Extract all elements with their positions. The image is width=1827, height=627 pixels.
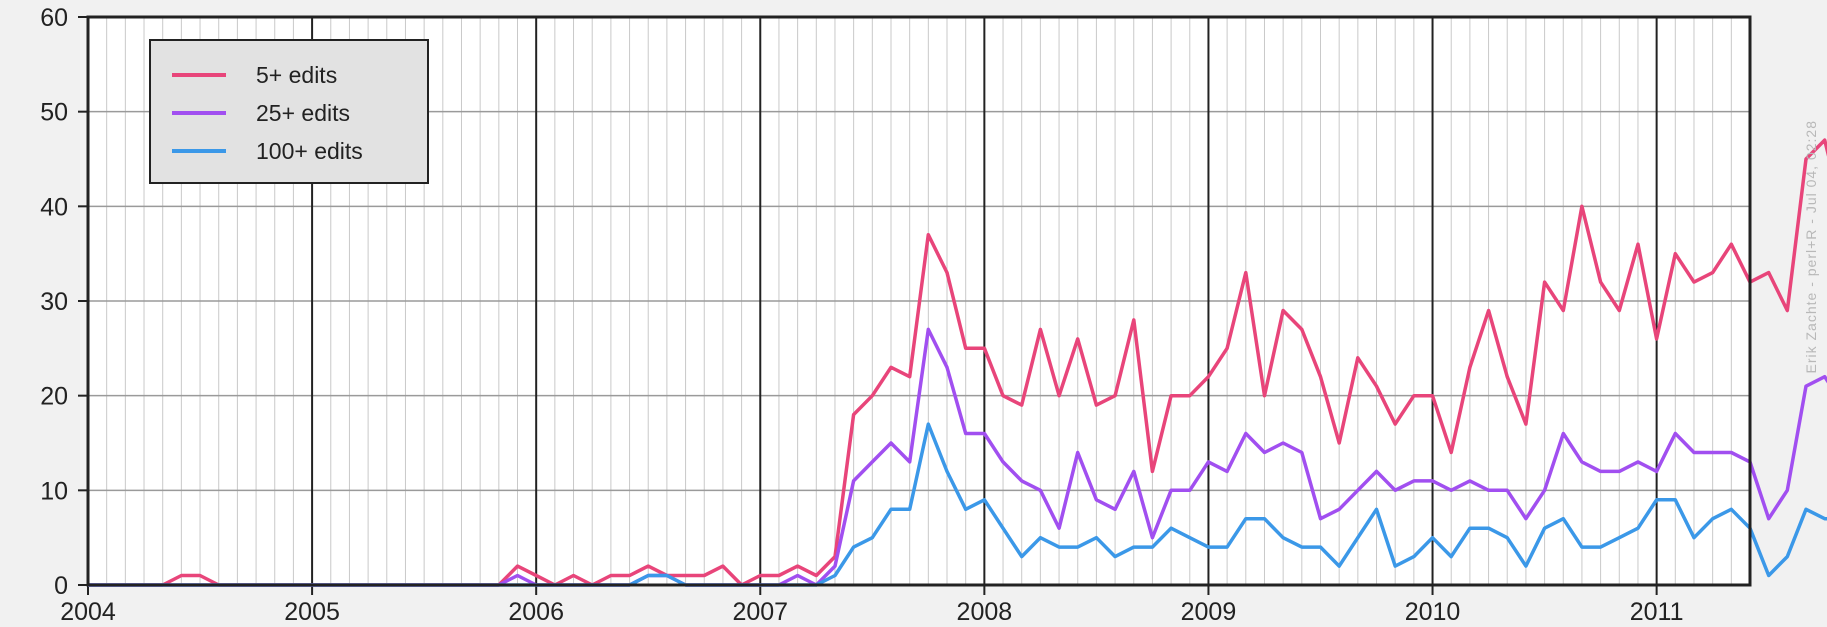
x-tick-label: 2009 [1181, 598, 1237, 626]
year-gridlines [311, 17, 1658, 585]
legend-label-2: 25+ edits [256, 100, 350, 126]
y-axis: 0 10 20 30 40 50 60 [40, 4, 88, 600]
x-tick-label: 2010 [1405, 598, 1461, 626]
y-tick-label: 60 [40, 4, 68, 32]
y-tick-label: 30 [40, 288, 68, 316]
y-tick-label: 0 [54, 572, 68, 600]
y-tick-label: 40 [40, 193, 68, 221]
x-axis: 2004 2005 2006 2007 2008 2009 2010 2011 [60, 585, 1684, 626]
x-tick-label: 2004 [60, 598, 116, 626]
y-tick-label: 10 [40, 477, 68, 505]
x-tick-label: 2005 [284, 598, 340, 626]
y-tick-label: 20 [40, 383, 68, 411]
legend-label-3: 100+ edits [256, 138, 363, 164]
credit-text: Erik Zachte - perl+R - Jul 04, 02:28 [1803, 120, 1819, 374]
plot-border [86, 15, 1752, 587]
x-tick-label: 2007 [732, 598, 788, 626]
legend-label-1: 5+ edits [256, 62, 337, 88]
legend: 5+ edits 25+ edits 100+ edits [149, 39, 429, 184]
x-tick-label: 2011 [1630, 598, 1684, 626]
x-tick-label: 2008 [957, 598, 1013, 626]
y-tick-label: 50 [40, 99, 68, 127]
x-tick-label: 2006 [508, 598, 564, 626]
